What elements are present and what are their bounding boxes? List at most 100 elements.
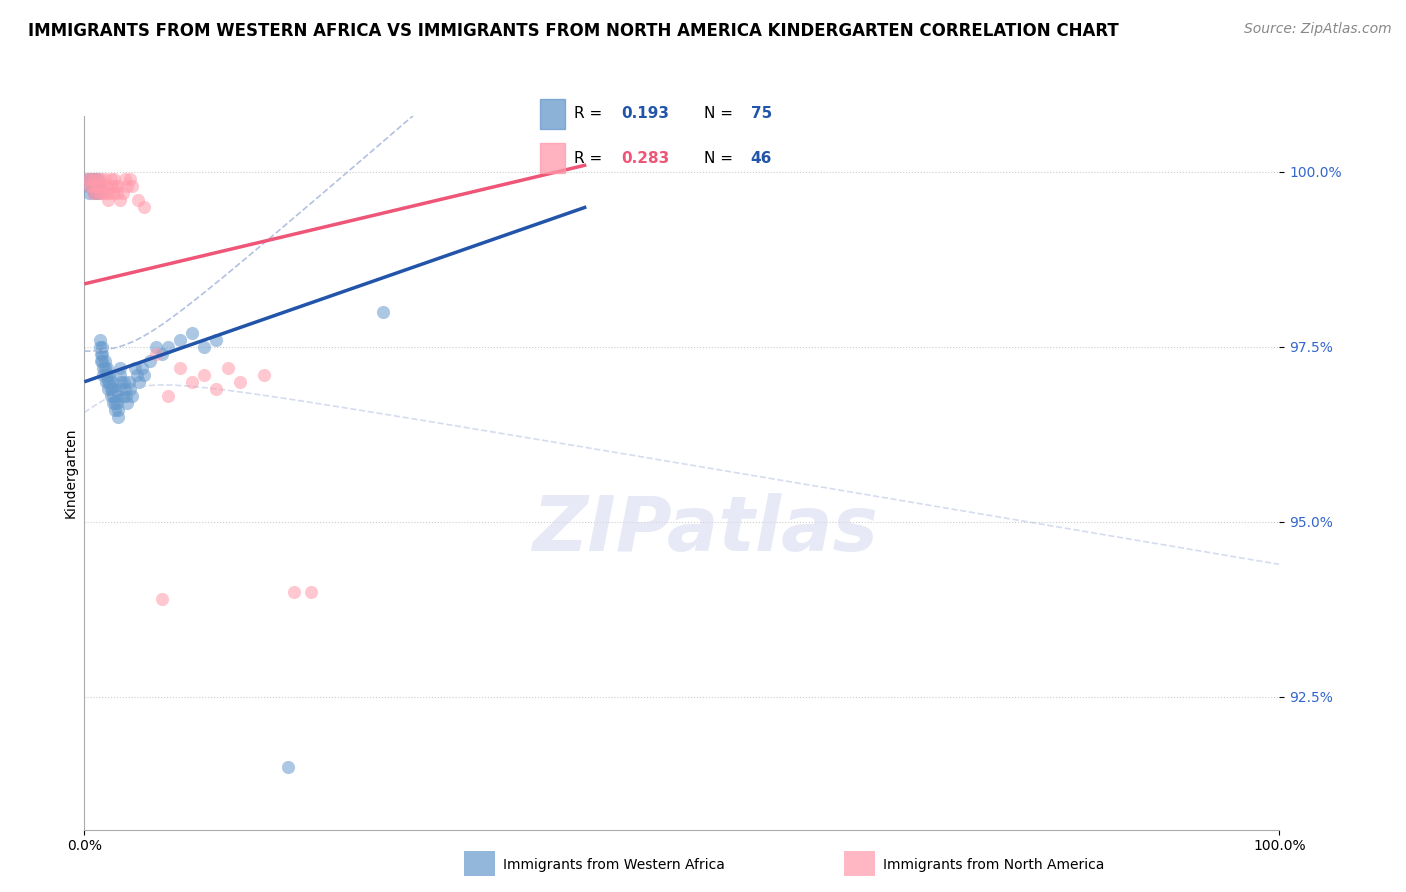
Point: [97, 193, 120, 207]
Point: [94, 368, 117, 382]
Point: [107, 178, 129, 193]
Point: [93, 354, 115, 368]
Point: [180, 326, 202, 340]
Point: [117, 396, 139, 410]
Point: [157, 389, 180, 403]
Point: [101, 178, 124, 193]
Point: [84, 178, 107, 193]
Point: [77, 178, 100, 193]
Point: [93, 360, 115, 375]
Point: [131, 360, 153, 375]
Point: [228, 375, 252, 389]
Point: [127, 193, 149, 207]
Text: Source: ZipAtlas.com: Source: ZipAtlas.com: [1244, 22, 1392, 37]
Point: [98, 375, 121, 389]
Point: [96, 178, 118, 193]
Point: [139, 354, 162, 368]
Point: [103, 172, 125, 186]
Point: [98, 368, 121, 382]
Point: [193, 340, 215, 354]
Point: [169, 360, 191, 375]
Point: [96, 360, 118, 375]
Point: [93, 172, 115, 186]
Point: [124, 360, 146, 375]
Point: [91, 347, 114, 361]
Point: [91, 178, 114, 193]
Point: [110, 368, 132, 382]
Y-axis label: Kindergarten: Kindergarten: [63, 427, 77, 518]
Point: [101, 186, 124, 200]
Point: [101, 382, 124, 396]
Point: [100, 172, 122, 186]
Point: [79, 172, 101, 186]
Point: [94, 375, 117, 389]
Point: [86, 178, 108, 193]
Point: [101, 396, 124, 410]
Point: [97, 382, 120, 396]
Point: [84, 186, 107, 200]
Point: [205, 382, 228, 396]
Point: [93, 360, 115, 375]
Text: IMMIGRANTS FROM WESTERN AFRICA VS IMMIGRANTS FROM NORTH AMERICA KINDERGARTEN COR: IMMIGRANTS FROM WESTERN AFRICA VS IMMIGR…: [28, 22, 1119, 40]
Point: [104, 402, 127, 417]
Point: [96, 368, 118, 382]
Point: [91, 340, 114, 354]
Point: [276, 759, 298, 773]
Text: 75: 75: [751, 106, 772, 121]
Point: [118, 172, 141, 186]
Point: [84, 172, 107, 186]
Point: [125, 368, 148, 382]
Point: [110, 193, 132, 207]
Point: [110, 382, 132, 396]
Text: 0.283: 0.283: [621, 151, 669, 166]
Point: [104, 396, 127, 410]
Point: [100, 382, 122, 396]
Point: [117, 375, 139, 389]
Point: [193, 368, 215, 382]
Point: [110, 360, 132, 375]
Point: [169, 333, 191, 347]
Point: [114, 172, 136, 186]
Point: [128, 375, 150, 389]
Point: [94, 186, 117, 200]
Text: R =: R =: [575, 151, 607, 166]
Point: [104, 178, 127, 193]
Point: [103, 389, 125, 403]
Point: [80, 178, 103, 193]
Point: [87, 186, 110, 200]
Point: [90, 347, 112, 361]
Point: [89, 340, 111, 354]
Text: R =: R =: [575, 106, 607, 121]
Point: [205, 333, 228, 347]
Point: [100, 389, 122, 403]
Text: N =: N =: [704, 106, 738, 121]
Point: [101, 375, 124, 389]
Point: [87, 178, 110, 193]
Point: [103, 382, 125, 396]
Point: [86, 172, 108, 186]
Point: [111, 389, 134, 403]
Point: [283, 584, 305, 599]
Point: [77, 186, 100, 200]
Point: [80, 178, 103, 193]
Point: [371, 305, 394, 319]
Point: [112, 375, 135, 389]
Point: [77, 178, 100, 193]
Point: [111, 186, 134, 200]
Point: [83, 178, 105, 193]
Point: [145, 347, 167, 361]
Point: [89, 186, 111, 200]
Point: [110, 375, 132, 389]
Point: [132, 368, 156, 382]
Point: [76, 172, 98, 186]
Point: [145, 340, 167, 354]
Point: [84, 186, 107, 200]
Point: [301, 584, 323, 599]
Point: [121, 389, 143, 403]
Point: [157, 340, 180, 354]
Point: [90, 172, 112, 186]
Point: [83, 186, 105, 200]
Point: [98, 186, 121, 200]
Point: [107, 409, 129, 424]
Point: [105, 396, 128, 410]
